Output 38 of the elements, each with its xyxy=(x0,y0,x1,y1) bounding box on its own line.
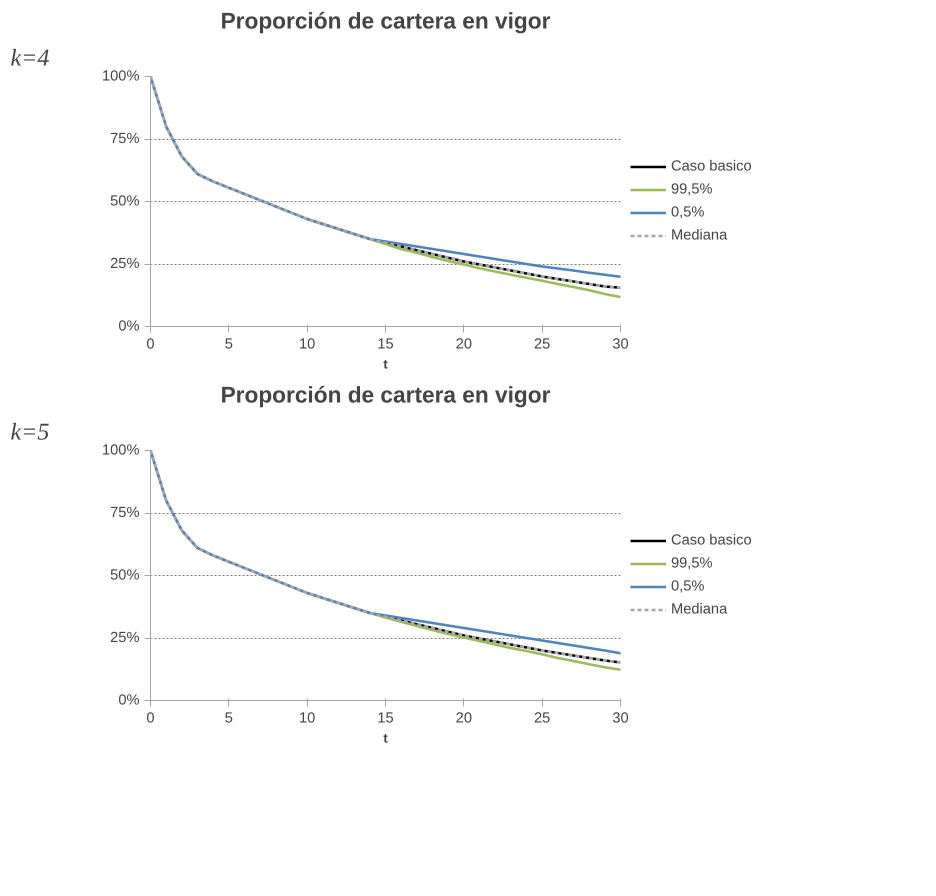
y-tick-label: 0% xyxy=(118,692,140,708)
text: k=5 xyxy=(10,420,50,446)
legend-label: 0,5% xyxy=(671,204,704,220)
x-tick-label: 20 xyxy=(456,336,472,352)
x-tick-label: 30 xyxy=(612,336,629,352)
y-tick-label: 50% xyxy=(110,194,140,210)
chart-title: Proporción de cartera en vigor xyxy=(220,8,551,34)
legend-label: Caso basico xyxy=(671,532,752,548)
x-tick-label: 20 xyxy=(456,710,472,726)
y-tick-label: 100% xyxy=(102,442,140,458)
chart-title: Proporción de cartera en vigor xyxy=(220,382,551,408)
y-tick-label: 0% xyxy=(118,318,140,334)
y-tick-label: 100% xyxy=(102,68,140,84)
y-tick-label: 75% xyxy=(110,131,140,147)
x-axis-title: t xyxy=(383,356,388,372)
y-tick-label: 75% xyxy=(110,505,140,521)
legend-label: Mediana xyxy=(671,228,728,244)
x-tick-label: 10 xyxy=(299,336,316,352)
x-tick-label: 0 xyxy=(146,336,155,352)
legend-label: 0,5% xyxy=(671,578,704,594)
y-tick-label: 50% xyxy=(110,568,140,584)
x-tick-label: 30 xyxy=(612,710,629,726)
x-tick-label: 5 xyxy=(224,336,233,352)
x-tick-label: 0 xyxy=(146,710,155,726)
x-axis-title: t xyxy=(383,730,388,746)
legend-label: Mediana xyxy=(671,602,728,618)
x-tick-label: 5 xyxy=(224,710,233,726)
x-tick-label: 15 xyxy=(377,336,394,352)
legend-label: 99,5% xyxy=(671,556,713,572)
y-tick-label: 25% xyxy=(110,256,140,272)
y-tick-label: 25% xyxy=(110,630,140,646)
x-tick-label: 10 xyxy=(299,710,316,726)
x-tick-label: 15 xyxy=(377,710,394,726)
x-tick-label: 25 xyxy=(534,710,550,726)
text: k=4 xyxy=(10,46,50,72)
legend-label: Caso basico xyxy=(671,158,752,174)
x-tick-label: 25 xyxy=(534,336,550,352)
legend-label: 99,5% xyxy=(671,182,713,198)
